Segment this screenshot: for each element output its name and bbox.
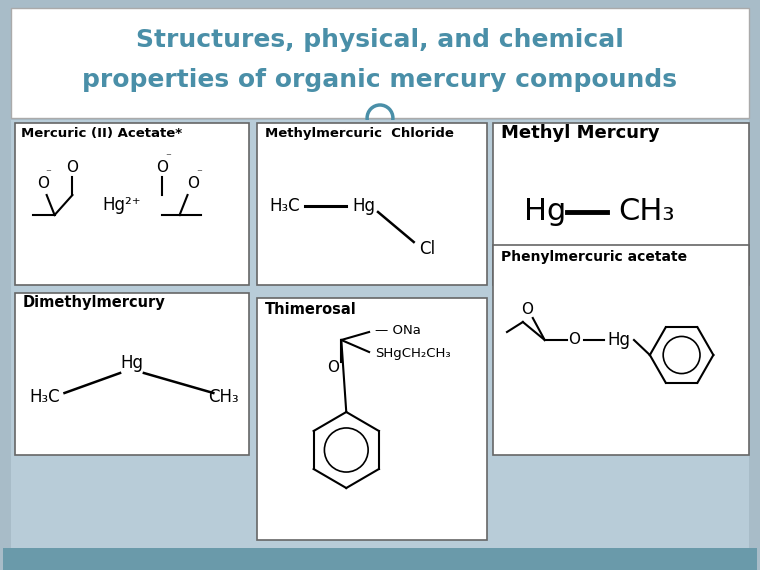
- Text: O: O: [568, 332, 581, 348]
- Text: Hg: Hg: [607, 331, 631, 349]
- Bar: [11, 120, 749, 548]
- Text: O: O: [156, 160, 168, 174]
- Bar: [3, 548, 757, 570]
- Text: O: O: [66, 160, 78, 174]
- FancyBboxPatch shape: [493, 123, 749, 285]
- Text: CH₃: CH₃: [208, 388, 239, 406]
- Text: H₃C: H₃C: [270, 197, 300, 215]
- FancyBboxPatch shape: [257, 298, 487, 540]
- Text: CH₃: CH₃: [619, 197, 675, 226]
- Text: ⁻: ⁻: [197, 168, 202, 178]
- Text: Mercuric (II) Acetate*: Mercuric (II) Acetate*: [21, 127, 182, 140]
- Text: Hg: Hg: [353, 197, 375, 215]
- Text: Methyl Mercury: Methyl Mercury: [501, 124, 660, 142]
- FancyBboxPatch shape: [493, 245, 749, 455]
- Text: Thimerosal: Thimerosal: [265, 303, 356, 317]
- Text: O: O: [36, 176, 49, 190]
- Text: Structures, physical, and chemical: Structures, physical, and chemical: [136, 28, 624, 52]
- FancyBboxPatch shape: [11, 8, 749, 118]
- Text: — ONa: — ONa: [375, 324, 421, 336]
- Text: Hg²⁺: Hg²⁺: [103, 196, 141, 214]
- Text: properties of organic mercury compounds: properties of organic mercury compounds: [83, 68, 677, 92]
- Text: Hg: Hg: [524, 197, 565, 226]
- Text: H₃C: H₃C: [30, 388, 60, 406]
- Text: Dimethylmercury: Dimethylmercury: [23, 295, 166, 311]
- Text: SHgCH₂CH₃: SHgCH₂CH₃: [375, 348, 451, 360]
- Text: ⁻: ⁻: [46, 168, 52, 178]
- Text: Phenylmercuric acetate: Phenylmercuric acetate: [501, 250, 687, 264]
- Text: O: O: [328, 360, 340, 376]
- FancyBboxPatch shape: [15, 293, 249, 455]
- Text: Hg: Hg: [121, 354, 144, 372]
- FancyBboxPatch shape: [15, 123, 249, 285]
- Text: Methylmercuric  Chloride: Methylmercuric Chloride: [265, 127, 454, 140]
- FancyBboxPatch shape: [257, 123, 487, 285]
- Text: Cl: Cl: [419, 240, 435, 258]
- Text: O: O: [521, 303, 533, 317]
- Text: ⁻: ⁻: [165, 152, 171, 162]
- Text: O: O: [188, 176, 199, 190]
